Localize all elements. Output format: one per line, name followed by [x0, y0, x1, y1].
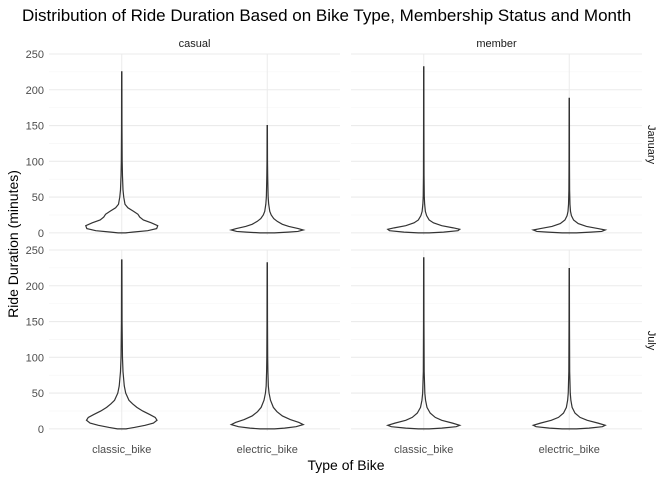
- x-axis-title: Type of Bike: [307, 457, 384, 473]
- x-tick-label-electric-bike: electric_bike: [237, 444, 298, 456]
- facet-label-member: member: [476, 38, 517, 50]
- facet-label-january: January: [645, 125, 657, 165]
- y-tick-label: 100: [26, 156, 44, 168]
- y-tick-label: 150: [26, 121, 44, 133]
- facet-label-casual: casual: [179, 38, 211, 50]
- x-tick-label-electric-bike: electric_bike: [539, 444, 600, 456]
- y-tick-label: 200: [26, 85, 44, 97]
- violin-member-january-classic-bike: [386, 66, 462, 234]
- y-tick-label: 100: [26, 352, 44, 364]
- plot-area: casual member January July 0 50 100 150 200 250 0 5…: [26, 38, 657, 456]
- y-tick-label: 150: [26, 317, 44, 329]
- violin-casual-january-classic-bike: [84, 71, 159, 234]
- violin-member-july-classic-bike: [385, 257, 462, 430]
- y-tick-label: 250: [26, 49, 44, 61]
- y-axis-title: Ride Duration (minutes): [5, 170, 21, 318]
- chart-title: Distribution of Ride Duration Based on B…: [22, 6, 631, 25]
- violin-member-july-electric-bike: [531, 268, 607, 430]
- y-tick-label: 0: [38, 228, 44, 240]
- x-tick-label-classic-bike: classic_bike: [394, 444, 453, 456]
- y-tick-label: 50: [32, 192, 44, 204]
- violin-member-january-electric-bike: [531, 97, 608, 234]
- violin-casual-january-electric-bike: [228, 124, 306, 234]
- x-tick-label-classic-bike: classic_bike: [92, 444, 151, 456]
- violin-casual-july-electric-bike: [229, 262, 305, 430]
- y-tick-label: 50: [32, 388, 44, 400]
- facet-label-july: July: [645, 331, 657, 351]
- y-tick-label: 200: [26, 281, 44, 293]
- y-tick-label: 0: [38, 424, 44, 436]
- y-tick-label: 250: [26, 245, 44, 257]
- violin-casual-july-classic-bike: [85, 259, 158, 430]
